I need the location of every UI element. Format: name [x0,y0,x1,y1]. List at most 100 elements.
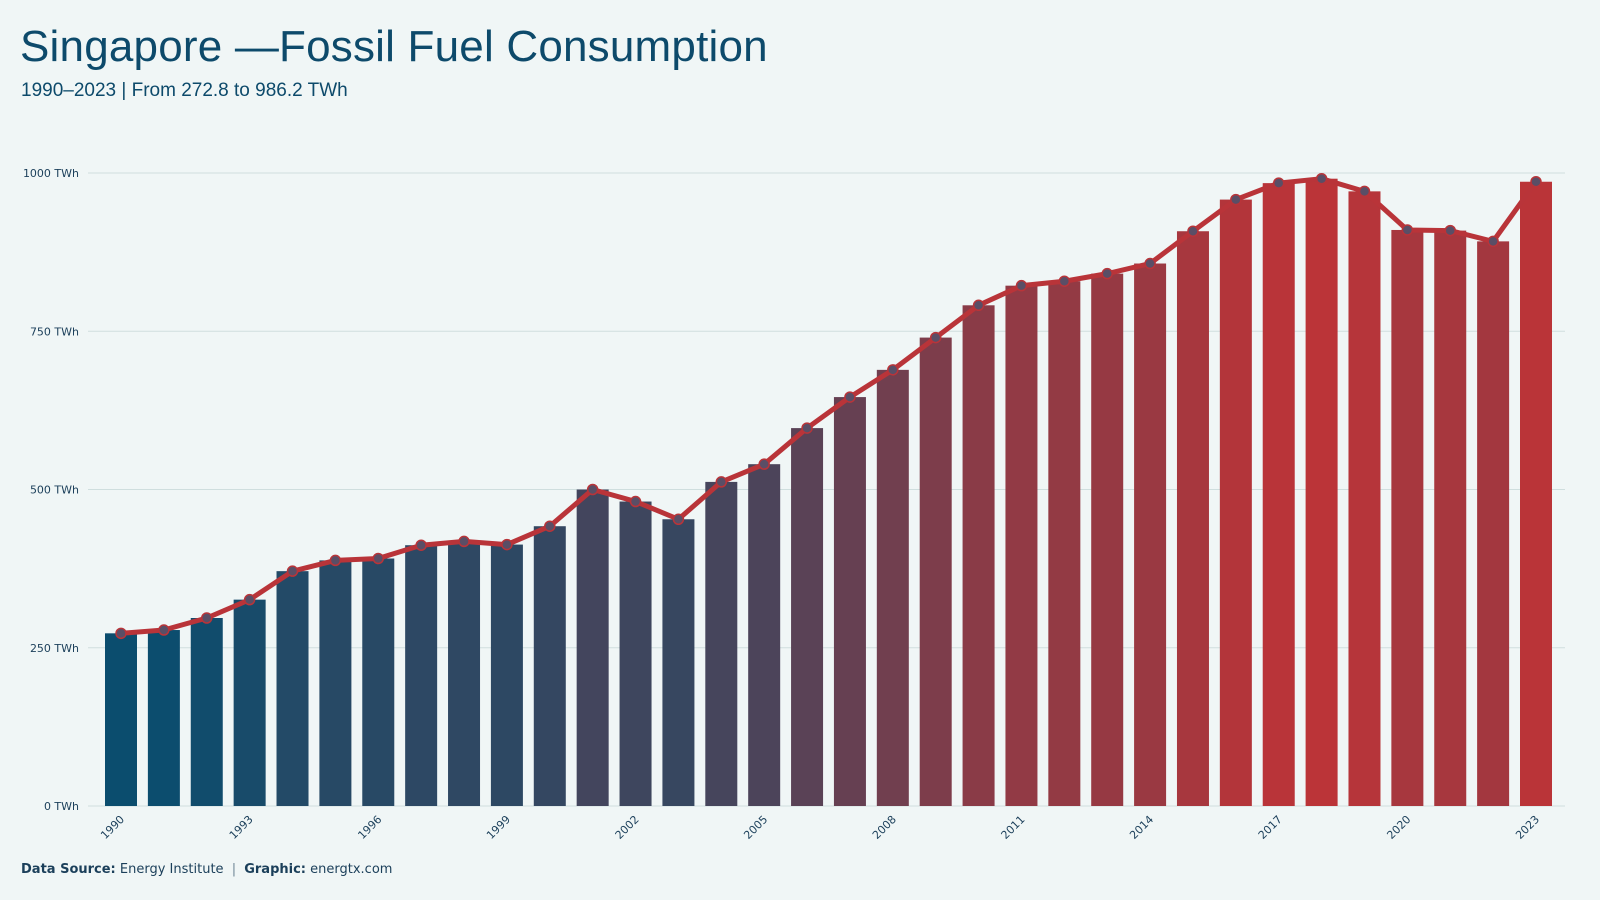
x-tick-label: 2020 [1384,813,1413,842]
point-2003 [672,513,685,526]
y-tick-label: 1000 TWh [23,167,79,180]
point-2016 [1230,193,1242,206]
point-2015 [1187,225,1199,237]
line-layer [118,176,1539,636]
x-tick-label: 2002 [613,813,642,842]
point-2010 [972,299,985,312]
bar-2022 [1477,241,1510,806]
bar-2004 [705,481,738,806]
bar-1994 [276,571,309,806]
bar-2006 [791,428,824,806]
bar-2019 [1348,191,1381,806]
point-2019 [1358,185,1371,198]
point-1996 [372,552,385,565]
point-2020 [1401,224,1414,236]
x-tick-label: 2005 [741,813,770,842]
x-tick-label: 2023 [1513,813,1542,842]
bar-1993 [233,599,266,806]
x-tick-label: 2014 [1127,813,1156,842]
bar-2007 [833,397,866,806]
point-2018 [1315,172,1328,185]
bar-2018 [1305,178,1338,806]
x-tick-label: 2017 [1256,813,1285,842]
point-1994 [286,565,299,577]
point-2006 [801,422,813,434]
bar-2000 [533,526,566,806]
bar-2002 [619,501,652,806]
bars-layer [105,178,1552,807]
bar-1996 [362,558,395,806]
bar-2001 [576,489,609,806]
x-axis-labels: 1990 1993 1996 1999 2002 2005 2008 2011 2014 2017… [98,813,1542,842]
point-2014 [1144,257,1156,270]
point-1993 [243,593,256,606]
bar-1998 [448,541,481,806]
source-value: Energy Institute [119,862,224,877]
grid-layer [88,172,1565,807]
points-layer [115,172,1542,640]
bar-2005 [748,464,781,806]
bar-2010 [962,305,995,806]
x-tick-label: 1993 [227,813,256,842]
point-2013 [1101,267,1113,280]
footer-separator: | [231,862,237,877]
point-1990 [115,627,127,640]
bar-2013 [1091,273,1124,807]
chart-title: Singapore —Fossil Fuel Consumption [20,22,768,71]
point-1997 [415,539,427,551]
graphic-value: energtx.com [310,862,393,877]
bar-2023 [1520,181,1552,806]
chart-subtitle: 1990–2023 | From 272.8 to 986.2 TWh [21,80,348,101]
point-2004 [715,476,728,488]
bar-1992 [190,617,223,806]
bar-2011 [1005,285,1038,806]
point-2009 [929,331,942,344]
point-1992 [201,612,213,624]
source-label: Data Source: [21,862,116,877]
x-tick-label: 1990 [98,813,127,842]
point-2007 [844,391,856,403]
bar-2021 [1434,230,1467,806]
y-tick-label: 250 TWh [30,642,79,655]
series-line [118,176,1539,636]
x-tick-label: 1999 [484,813,513,842]
point-2011 [1015,279,1028,292]
point-1999 [501,538,513,551]
bar-1997 [405,545,438,806]
graphic-label: Graphic: [244,862,306,877]
x-tick-label: 1996 [355,813,384,842]
bar-2015 [1176,231,1209,807]
footer-credits: Data Source: Energy Institute | Graphic:… [21,862,392,877]
y-tick-label: 750 TWh [30,325,79,338]
bar-2014 [1134,263,1167,806]
point-2022 [1487,235,1499,248]
bar-2012 [1048,281,1081,806]
point-2005 [758,458,770,470]
bar-1999 [490,544,523,806]
y-tick-label: 0 TWh [44,800,79,813]
point-2017 [1272,177,1285,189]
bar-2017 [1262,183,1295,807]
point-2023 [1530,175,1542,188]
y-axis-labels: 0 TWh 250 TWh 500 TWh 750 TWh 1000 TWh [23,167,79,813]
point-2021 [1444,224,1456,237]
bar-2003 [662,519,695,806]
point-2002 [629,495,642,508]
y-tick-label: 500 TWh [30,484,79,497]
point-2012 [1058,275,1071,287]
point-1995 [329,554,342,567]
bar-1991 [147,630,180,806]
bar-2008 [876,369,909,806]
bar-1990 [105,633,137,806]
bar-1995 [319,560,352,806]
point-1998 [458,535,470,548]
point-1991 [158,624,170,636]
x-tick-label: 2011 [999,813,1028,842]
point-2001 [586,483,599,496]
bar-2020 [1391,229,1424,807]
x-tick-label: 2008 [870,813,899,842]
point-2008 [887,364,899,376]
bar-2009 [919,337,952,806]
point-2000 [544,520,556,532]
